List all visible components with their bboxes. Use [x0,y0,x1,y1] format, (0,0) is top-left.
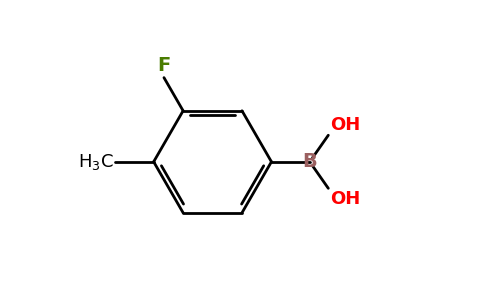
Text: H$_3$C: H$_3$C [78,152,114,172]
Text: OH: OH [330,116,360,134]
Text: OH: OH [330,190,360,208]
Text: B: B [302,152,317,171]
Text: F: F [157,56,170,75]
